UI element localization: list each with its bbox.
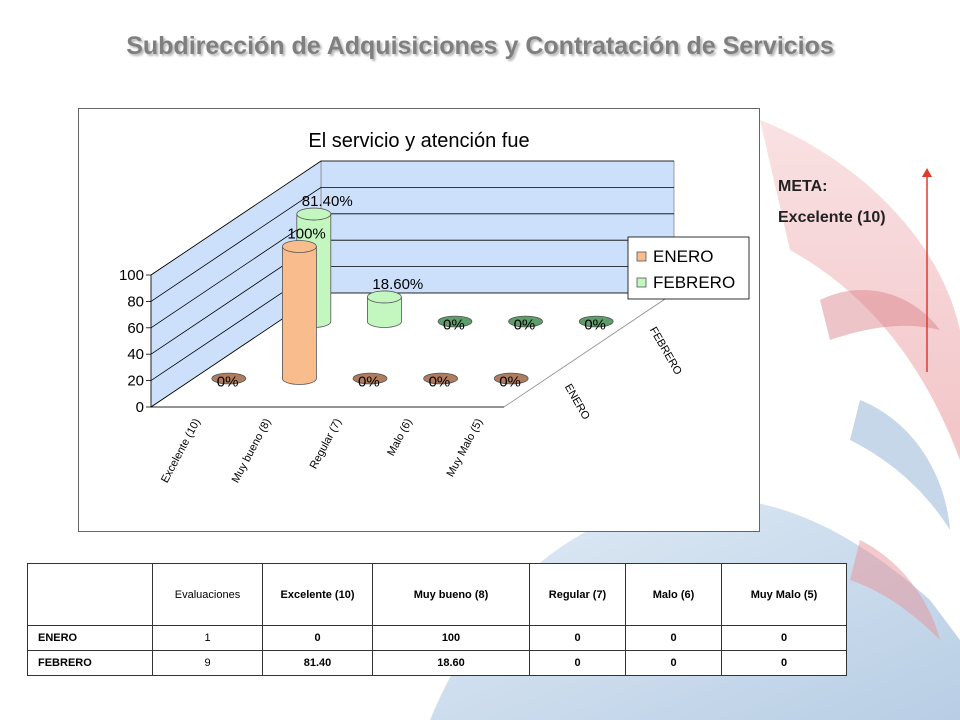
table-cell: 0 [529, 625, 626, 651]
bar-enero-muy-bueno-8 [282, 246, 317, 385]
legend-swatch [636, 277, 647, 288]
table-header-muy-bueno: Muy bueno (8) [372, 563, 530, 626]
data-label: 0% [584, 317, 606, 334]
bar-enero-malo-6 [423, 372, 459, 385]
legend-item: ENERO [653, 247, 713, 266]
data-label: 100% [287, 226, 325, 243]
depth-label: ENERO [562, 382, 592, 422]
bar-enero-excelente-10 [211, 372, 247, 385]
data-label: 0% [358, 374, 380, 391]
meta-value: Excelente (10) [778, 209, 886, 226]
x-tick-label: Malo (6) [385, 417, 415, 458]
gridline [150, 187, 674, 302]
data-label: 0% [499, 374, 521, 391]
data-label: 0% [514, 317, 536, 334]
meta-arrow-head [922, 168, 932, 177]
table-cell: 100 [372, 625, 530, 651]
table-cell: 18.60 [372, 650, 530, 676]
table-cell: 81.40 [262, 650, 373, 676]
table-cell: 0 [625, 625, 722, 651]
x-tick-label: Muy Malo (5) [445, 417, 486, 479]
bar-enero-muy-bueno-8-top [281, 240, 317, 253]
chart-svg: El servicio y atención fue 0 20 40 60 80 100 8… [119, 130, 750, 485]
table-header-muy-malo: Muy Malo (5) [721, 563, 847, 626]
table-header-evaluaciones: Evaluaciones [152, 563, 263, 626]
table-header-excelente: Excelente (10) [262, 563, 373, 626]
meta-arrow [922, 168, 932, 372]
depth-label: FEBRERO [647, 325, 684, 377]
chart-frame: El servicio y atención fue 0 20 40 60 80 100 8… [78, 108, 760, 532]
data-label: 0% [443, 317, 465, 334]
bar-enero-regular-7 [352, 372, 388, 385]
table-header-malo: Malo (6) [625, 563, 722, 626]
table-cell: 0 [262, 625, 373, 651]
x-tick-label: Excelente (10) [159, 417, 203, 485]
chart-title: El servicio y atención fue [308, 130, 529, 152]
y-tick-label: 40 [127, 346, 144, 363]
y-tick-label: 80 [127, 293, 144, 310]
table-header-regular: Regular (7) [529, 563, 626, 626]
bar-febrero-muy-malo-5 [578, 315, 614, 328]
table-cell: 0 [721, 625, 847, 651]
bar-febrero-muy-bueno-8-top [366, 290, 402, 304]
legend-swatch [636, 251, 647, 262]
table-cell: 0 [529, 650, 626, 676]
bar-febrero-malo-6 [508, 315, 544, 328]
table-cell: 0 [625, 650, 722, 676]
table-header-row: Evaluaciones Excelente (10) Muy bueno (8… [27, 563, 847, 626]
row-label-enero: ENERO [27, 625, 153, 651]
y-tick-label: 20 [127, 373, 144, 390]
bar-febrero-excelente-10-top [296, 207, 332, 221]
cell-evaluaciones: 9 [152, 650, 263, 676]
data-label: 81.40% [302, 193, 353, 210]
data-label: 0% [429, 374, 451, 391]
cell-evaluaciones: 1 [152, 625, 263, 651]
legend-item: FEBRERO [653, 273, 735, 292]
data-label: 0% [217, 374, 239, 391]
chart-back-wall [320, 160, 675, 294]
bar-febrero-muy-bueno-8 [367, 296, 402, 328]
y-tick-label: 0 [136, 399, 144, 416]
y-tick-label: 60 [127, 320, 144, 337]
x-tick-label: Muy bueno (8) [230, 417, 274, 485]
y-tick-label: 100 [119, 267, 144, 284]
data-table: Evaluaciones Excelente (10) Muy bueno (8… [27, 563, 847, 676]
data-label: 18.60% [372, 276, 423, 293]
legend [627, 236, 750, 300]
bar-enero-muy-malo-5 [493, 372, 529, 385]
table-cell: 0 [721, 650, 847, 676]
page-title: Subdirección de Adquisiciones y Contrata… [126, 32, 834, 60]
row-label-febrero: FEBRERO [27, 650, 153, 676]
table-row: ENERO 1 0 100 0 0 0 [27, 625, 847, 651]
table-header-blank [27, 563, 153, 626]
bar-febrero-regular-7 [437, 315, 473, 328]
table-row: FEBRERO 9 81.40 18.60 0 0 0 [27, 650, 847, 676]
gridline [150, 160, 674, 276]
meta-label: META: [778, 178, 828, 195]
x-tick-label: Regular (7) [308, 417, 344, 471]
